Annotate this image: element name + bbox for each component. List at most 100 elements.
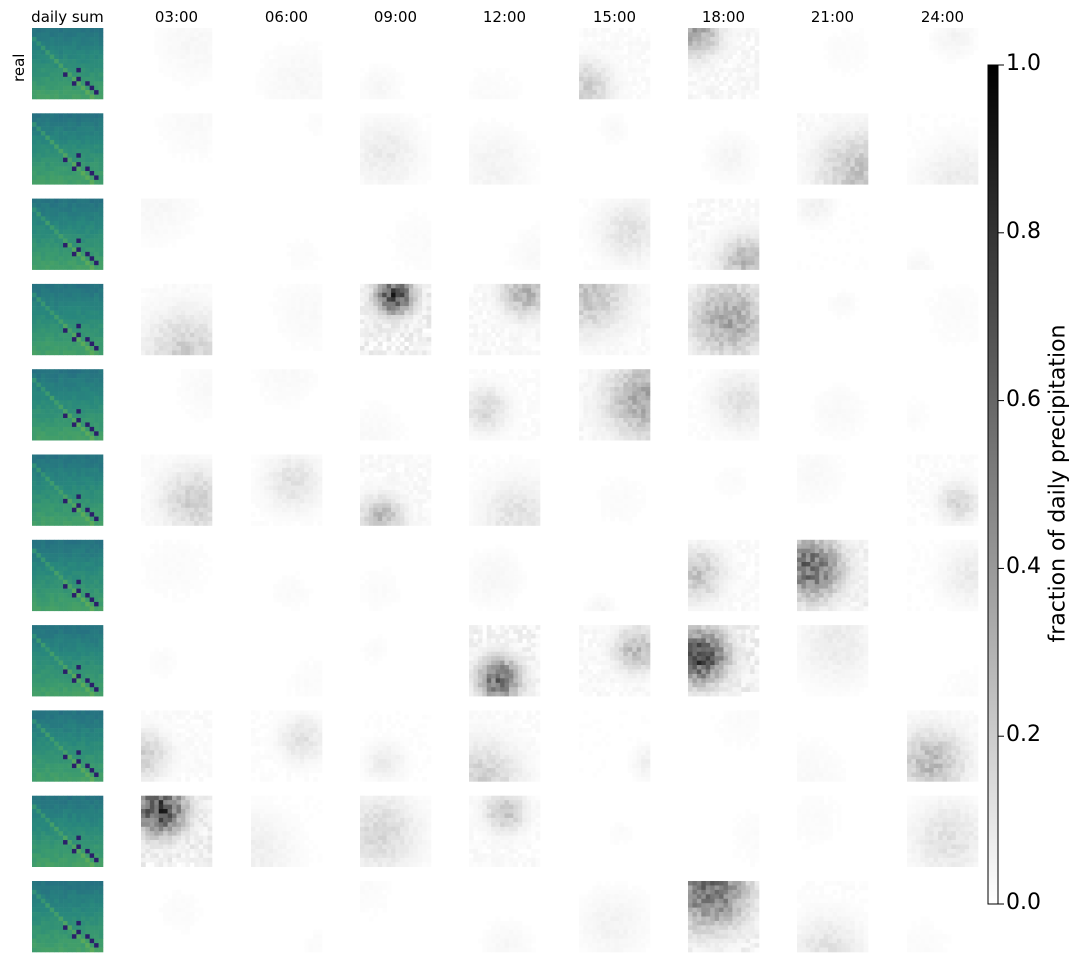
hourly-fraction-tile <box>688 28 760 100</box>
hourly-fraction-tile <box>579 283 651 356</box>
hourly-fraction-tile <box>251 710 323 782</box>
hourly-fraction-tile <box>176 369 213 423</box>
column-header-daily-sum: daily sum <box>31 8 104 26</box>
daily-sum-tile <box>32 710 104 782</box>
hourly-fraction-tile <box>158 889 204 935</box>
hourly-fraction-tile <box>938 665 979 697</box>
hourly-fraction-tile <box>469 625 541 697</box>
hourly-fraction-tile <box>579 881 651 953</box>
colorbar-tick-label: 0.8 <box>1006 218 1041 244</box>
hourly-fraction-tile <box>360 113 432 185</box>
colorbar-tick-label: 1.0 <box>1006 51 1041 76</box>
daily-sum-tile <box>32 454 104 526</box>
hourly-fraction-tile <box>907 395 930 432</box>
colorbar-tick-label: 0.2 <box>1006 722 1041 748</box>
hourly-fraction-tile <box>469 454 541 526</box>
hourly-fraction-tile <box>469 710 541 782</box>
hourly-fraction-tile <box>797 795 842 850</box>
hourly-fraction-tile <box>907 916 952 953</box>
hourly-fraction-tile <box>141 795 213 867</box>
hourly-fraction-tile <box>149 647 177 679</box>
column-header-0600: 06:00 <box>264 8 309 26</box>
hourly-fraction-tile <box>688 625 760 697</box>
hourly-fraction-tile <box>907 454 979 526</box>
daily-sum-tile <box>32 198 104 270</box>
hourly-fraction-tile <box>286 656 323 697</box>
colorbar-tick-label: 0.4 <box>1006 554 1041 580</box>
daily-sum-tile <box>32 28 104 100</box>
hourly-fraction-tile <box>360 400 410 441</box>
hourly-fraction-tile <box>141 710 213 782</box>
hourly-fraction-tile <box>797 625 869 697</box>
hourly-fraction-tile <box>386 207 432 270</box>
hourly-fraction-tile <box>360 63 405 100</box>
daily-sum-tile <box>32 283 104 356</box>
hourly-fraction-tile <box>688 539 760 612</box>
daily-sum-tile <box>32 625 104 697</box>
hourly-fraction-tile <box>688 283 760 356</box>
hourly-fraction-tile <box>701 126 760 185</box>
colorbar-tick-label: 0.0 <box>1006 890 1041 915</box>
row-label-real: real <box>10 53 28 82</box>
hourly-fraction-tile <box>828 288 860 320</box>
hourly-fraction-tile <box>907 113 979 185</box>
daily-sum-tile <box>32 369 104 441</box>
hourly-fraction-tile <box>141 539 213 603</box>
hourly-fraction-tile <box>268 283 323 351</box>
hourly-fraction-tile <box>469 67 523 100</box>
hourly-fraction-tile <box>579 369 651 441</box>
hourly-fraction-tile <box>141 454 213 526</box>
hourly-fraction-tile <box>360 454 432 526</box>
hourly-fraction-tile <box>251 454 323 526</box>
hourly-fraction-tile <box>255 36 323 100</box>
hourly-fraction-tile <box>688 198 760 270</box>
hourly-fraction-tile <box>360 795 432 867</box>
hourly-fraction-tile <box>469 795 541 867</box>
hourly-fraction-tile <box>469 117 541 185</box>
hourly-fraction-tile <box>360 283 432 356</box>
hourly-fraction-tile <box>251 795 323 867</box>
hourly-fraction-tile <box>154 28 213 91</box>
hourly-fraction-tile <box>360 710 432 782</box>
hourly-fraction-tile <box>477 916 536 953</box>
hourly-fraction-tile <box>907 710 979 782</box>
daily-sum-tile <box>32 539 104 612</box>
colorbar-tick-label: 0.6 <box>1006 386 1041 412</box>
hourly-fraction-tile <box>251 369 318 410</box>
hourly-fraction-tile <box>360 633 387 666</box>
hourly-fraction-tile <box>797 113 869 185</box>
daily-sum-tile <box>32 795 104 867</box>
hourly-fraction-tile <box>688 881 760 953</box>
hourly-fraction-tile <box>797 198 869 270</box>
hourly-fraction-tile <box>583 593 620 612</box>
hourly-fraction-tile <box>579 710 651 782</box>
hourly-fraction-tile <box>579 625 651 697</box>
hourly-fraction-tile <box>579 198 651 270</box>
hourly-fraction-tile <box>596 113 629 145</box>
hourly-fraction-tile <box>141 283 213 356</box>
column-header-2100: 21:00 <box>810 8 855 26</box>
hourly-fraction-tile <box>579 28 651 100</box>
hourly-fraction-tile <box>469 283 541 356</box>
hourly-fraction-tile <box>504 220 541 270</box>
hourly-fraction-tile <box>797 732 847 782</box>
hourly-fraction-tile <box>304 929 323 953</box>
hourly-fraction-tile <box>360 566 401 612</box>
colorbar-label: fraction of daily precipitation <box>1045 324 1071 643</box>
column-header-1200: 12:00 <box>482 8 527 26</box>
hourly-fraction-tile <box>304 113 323 136</box>
hourly-fraction-tile <box>273 570 314 612</box>
hourly-fraction-tile <box>924 283 979 347</box>
hourly-fraction-tile <box>469 369 541 441</box>
hourly-fraction-tile <box>360 881 392 922</box>
column-header-2400: 24:00 <box>920 8 965 26</box>
hourly-fraction-tile <box>710 710 760 751</box>
hourly-fraction-tile <box>929 28 979 64</box>
hourly-fraction-tile <box>907 795 979 867</box>
hourly-fraction-tile <box>610 822 633 845</box>
column-header-0300: 03:00 <box>154 8 199 26</box>
hourly-fraction-tile <box>797 454 847 509</box>
hourly-fraction-tile <box>797 881 869 953</box>
